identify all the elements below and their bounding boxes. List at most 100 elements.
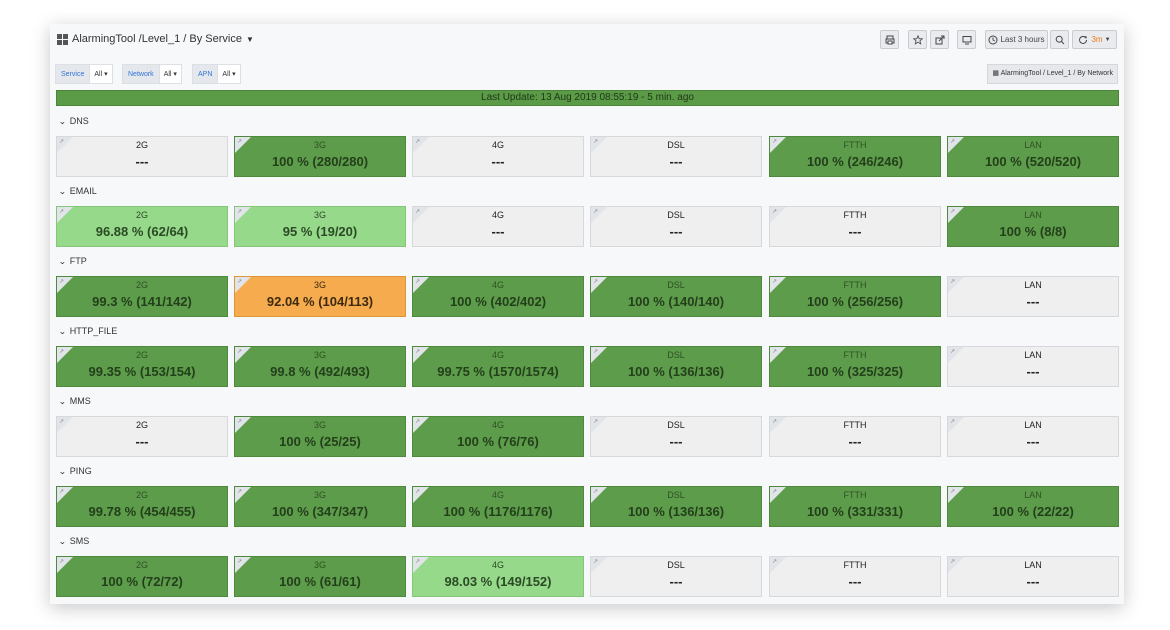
panel-link-corner[interactable]: ↗ [770,417,786,433]
stat-panel[interactable]: ↗ 4G --- [412,136,584,177]
stat-panel[interactable]: ↗ DSL --- [590,206,762,247]
panel-link-corner[interactable]: ↗ [591,487,607,503]
stat-panel[interactable]: ↗ LAN 100 % (22/22) [947,486,1119,527]
row-title-sms[interactable]: ⌄ SMS [58,536,89,546]
row-title-dns[interactable]: ⌄ DNS [58,116,88,126]
panel-link-corner[interactable]: ↗ [948,347,964,363]
panel-link-corner[interactable]: ↗ [57,417,73,433]
stat-panel[interactable]: ↗ DSL 100 % (136/136) [590,486,762,527]
row-title-http-file[interactable]: ⌄ HTTP_FILE [58,326,117,336]
share-button[interactable] [930,30,949,49]
stat-panel[interactable]: ↗ FTTH 100 % (256/256) [769,276,941,317]
stat-panel[interactable]: ↗ DSL --- [590,136,762,177]
panel-link-corner[interactable]: ↗ [948,277,964,293]
stat-panel[interactable]: ↗ 4G 99.75 % (1570/1574) [412,346,584,387]
panel-link-corner[interactable]: ↗ [413,207,429,223]
stat-panel[interactable]: ↗ 3G 95 % (19/20) [234,206,406,247]
panel-link-corner[interactable]: ↗ [770,207,786,223]
stat-panel[interactable]: ↗ LAN --- [947,346,1119,387]
panel-link-corner[interactable]: ↗ [591,347,607,363]
variable-value[interactable]: All ▾ [218,64,241,84]
stat-panel[interactable]: ↗ 2G 100 % (72/72) [56,556,228,597]
stat-panel[interactable]: ↗ 4G 100 % (76/76) [412,416,584,457]
panel-link-corner[interactable]: ↗ [591,277,607,293]
panel-link-corner[interactable]: ↗ [57,347,73,363]
variable-value[interactable]: All ▾ [90,64,113,84]
stat-panel[interactable]: ↗ LAN 100 % (8/8) [947,206,1119,247]
variable-value[interactable]: All ▾ [159,64,182,84]
row-title-ping[interactable]: ⌄ PING [58,466,91,476]
panel-link-corner[interactable]: ↗ [413,487,429,503]
stat-panel[interactable]: ↗ 2G 99.35 % (153/154) [56,346,228,387]
stat-panel[interactable]: ↗ 3G 100 % (61/61) [234,556,406,597]
tv-mode-button[interactable] [957,30,976,49]
stat-panel[interactable]: ↗ 3G 100 % (347/347) [234,486,406,527]
stat-panel[interactable]: ↗ DSL --- [590,556,762,597]
stat-panel[interactable]: ↗ DSL 100 % (136/136) [590,346,762,387]
print-button[interactable] [880,30,899,49]
stat-panel[interactable]: ↗ LAN --- [947,556,1119,597]
stat-panel[interactable]: ↗ 3G 99.8 % (492/493) [234,346,406,387]
panel-link-corner[interactable]: ↗ [591,557,607,573]
panel-link-corner[interactable]: ↗ [57,137,73,153]
row-title-ftp[interactable]: ⌄ FTP [58,256,86,266]
panel-link-corner[interactable]: ↗ [591,137,607,153]
variable-apn[interactable]: APN All ▾ [192,64,241,84]
panel-link-corner[interactable]: ↗ [57,207,73,223]
refresh-picker[interactable]: 3m ▼ [1072,30,1117,49]
stat-panel[interactable]: ↗ LAN --- [947,276,1119,317]
stat-panel[interactable]: ↗ 2G 99.78 % (454/455) [56,486,228,527]
panel-link-corner[interactable]: ↗ [235,277,251,293]
panel-link-corner[interactable]: ↗ [413,347,429,363]
panel-link-corner[interactable]: ↗ [235,207,251,223]
dashboard-title[interactable]: AlarmingTool /Level_1 / By Service ▼ [72,33,254,45]
stat-panel[interactable]: ↗ 3G 100 % (25/25) [234,416,406,457]
panel-link-corner[interactable]: ↗ [235,137,251,153]
panel-link-corner[interactable]: ↗ [591,417,607,433]
panel-link-corner[interactable]: ↗ [770,277,786,293]
dashboard-apps-icon[interactable] [57,34,68,45]
panel-link-corner[interactable]: ↗ [413,557,429,573]
stat-panel[interactable]: ↗ 4G --- [412,206,584,247]
panel-link-corner[interactable]: ↗ [57,487,73,503]
panel-link-corner[interactable]: ↗ [770,557,786,573]
panel-link-corner[interactable]: ↗ [591,207,607,223]
stat-panel[interactable]: ↗ 4G 100 % (402/402) [412,276,584,317]
panel-link-corner[interactable]: ↗ [235,417,251,433]
stat-panel[interactable]: ↗ 2G --- [56,136,228,177]
stat-panel[interactable]: ↗ 4G 100 % (1176/1176) [412,486,584,527]
panel-link-corner[interactable]: ↗ [770,347,786,363]
row-title-mms[interactable]: ⌄ MMS [58,396,90,406]
dashboard-link-by-network[interactable]: ▦ AlarmingTool / Level_1 / By Network [987,64,1118,84]
panel-link-corner[interactable]: ↗ [413,417,429,433]
panel-link-corner[interactable]: ↗ [770,487,786,503]
panel-link-corner[interactable]: ↗ [57,557,73,573]
stat-panel[interactable]: ↗ FTTH --- [769,556,941,597]
variable-service[interactable]: Service All ▾ [55,64,113,84]
panel-link-corner[interactable]: ↗ [57,277,73,293]
panel-link-corner[interactable]: ↗ [413,277,429,293]
stat-panel[interactable]: ↗ DSL 100 % (140/140) [590,276,762,317]
star-button[interactable] [908,30,927,49]
stat-panel[interactable]: ↗ 2G 99.3 % (141/142) [56,276,228,317]
panel-link-corner[interactable]: ↗ [948,207,964,223]
panel-link-corner[interactable]: ↗ [948,487,964,503]
zoom-out-button[interactable] [1050,30,1069,49]
time-range-picker[interactable]: Last 3 hours [985,30,1048,49]
panel-link-corner[interactable]: ↗ [948,417,964,433]
stat-panel[interactable]: ↗ 4G 98.03 % (149/152) [412,556,584,597]
stat-panel[interactable]: ↗ 3G 92.04 % (104/113) [234,276,406,317]
stat-panel[interactable]: ↗ 2G 96.88 % (62/64) [56,206,228,247]
panel-link-corner[interactable]: ↗ [235,347,251,363]
stat-panel[interactable]: ↗ FTTH --- [769,416,941,457]
stat-panel[interactable]: ↗ 2G --- [56,416,228,457]
stat-panel[interactable]: ↗ LAN 100 % (520/520) [947,136,1119,177]
stat-panel[interactable]: ↗ FTTH 100 % (325/325) [769,346,941,387]
panel-link-corner[interactable]: ↗ [235,557,251,573]
panel-link-corner[interactable]: ↗ [948,557,964,573]
variable-network[interactable]: Network All ▾ [122,64,182,84]
panel-link-corner[interactable]: ↗ [235,487,251,503]
stat-panel[interactable]: ↗ FTTH 100 % (246/246) [769,136,941,177]
panel-link-corner[interactable]: ↗ [770,137,786,153]
stat-panel[interactable]: ↗ DSL --- [590,416,762,457]
